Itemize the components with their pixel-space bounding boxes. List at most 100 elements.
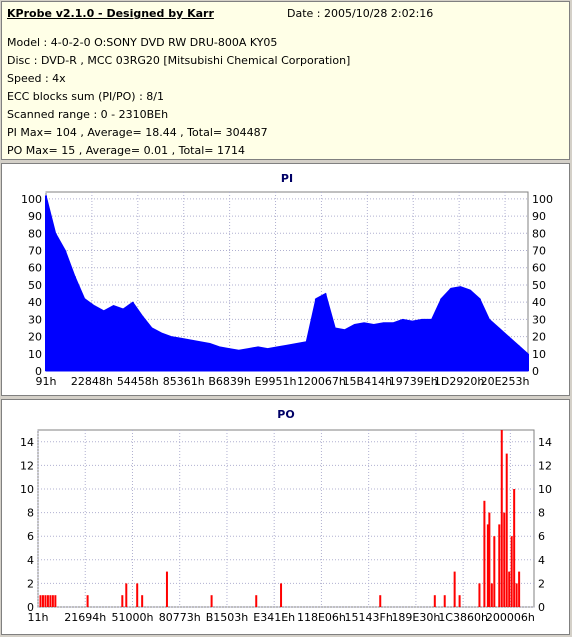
po-bar	[498, 524, 501, 607]
po-bar	[49, 595, 52, 607]
pi-ytick-left: 90	[28, 210, 42, 223]
po-xtick: 80773h	[159, 611, 201, 624]
pi-ytick-left: 30	[28, 313, 42, 326]
pi-ytick-right: 60	[532, 262, 546, 275]
po-bar	[210, 595, 213, 607]
po-bar	[490, 583, 493, 607]
pi-chart-title: PI	[281, 172, 293, 185]
pi-ytick-left: 20	[28, 331, 42, 344]
po-bar	[141, 595, 144, 607]
po-bar	[483, 500, 486, 607]
pi-ytick-right: 30	[532, 313, 546, 326]
pi-xtick: E9951h	[255, 375, 297, 388]
pi-ytick-right: 10	[532, 348, 546, 361]
po-chart: PO 0 0 2 2 4 4 6 6 8 8 10 10 12 12 14 14 11h 21694h 51000h 8…	[20, 408, 552, 624]
po-bar	[453, 571, 456, 607]
po-bar	[518, 571, 521, 607]
pi-chart: PI 0 0 10 10 20 20 30 30 40 40 50 50 60 60 70 70 80 80 90 90…	[21, 172, 553, 388]
po-xtick: 189E30h	[391, 611, 440, 624]
po-bar	[443, 595, 446, 607]
po-bar	[486, 524, 489, 607]
disc-line: Disc : DVD-R , MCC 03RG20 [Mitsubishi Ch…	[7, 54, 351, 67]
po-ytick-right: 2	[538, 577, 545, 590]
po-xtick: 51000h	[111, 611, 153, 624]
pi-ytick-right: 0	[532, 365, 539, 378]
po-ytick-left: 12	[20, 459, 34, 472]
po-ytick-right: 4	[538, 554, 545, 567]
ecc-line: ECC blocks sum (PI/PO) : 8/1	[7, 90, 164, 103]
po-bar	[505, 453, 508, 607]
po-xtick: 1C3860h	[438, 611, 488, 624]
po-bar	[44, 595, 47, 607]
po-chart-title: PO	[277, 408, 294, 421]
po-ytick-left: 2	[27, 577, 34, 590]
pi-ytick-left: 50	[28, 279, 42, 292]
po-bar	[54, 595, 57, 607]
pi-ytick-right: 20	[532, 331, 546, 344]
info-header: KProbe v2.1.0 - Designed by Karr Date : …	[1, 1, 570, 160]
po-xtick: 15143Fh	[345, 611, 393, 624]
po-ytick-left: 8	[27, 507, 34, 520]
pi-xtick: 1D2920h	[434, 375, 484, 388]
po-bar	[39, 595, 42, 607]
scan-date: Date : 2005/10/28 2:02:16	[287, 7, 434, 20]
po-bar	[458, 595, 461, 607]
pi-xtick: 85361h	[163, 375, 205, 388]
po-ytick-right: 10	[538, 483, 552, 496]
po-ytick-right: 0	[538, 601, 545, 614]
model-line: Model : 4-0-2-0 O:SONY DVD RW DRU-800A K…	[7, 36, 278, 49]
pi-ytick-left: 10	[28, 348, 42, 361]
pi-xtick: 22848h	[71, 375, 113, 388]
po-ytick-right: 6	[538, 530, 545, 543]
po-bar	[255, 595, 258, 607]
po-chart-panel: PO 0 0 2 2 4 4 6 6 8 8 10 10 12 12 14 14 11h 21694h 51000h 8…	[1, 399, 570, 635]
po-bar	[513, 489, 516, 607]
pi-ytick-right: 90	[532, 210, 546, 223]
po-ytick-right: 8	[538, 507, 545, 520]
pi-ytick-right: 80	[532, 227, 546, 240]
pi-stats-line: PI Max= 104 , Average= 18.44 , Total= 30…	[7, 126, 268, 139]
po-bar	[280, 583, 283, 607]
po-xtick: 21694h	[64, 611, 106, 624]
po-xtick: E341Eh	[253, 611, 295, 624]
po-bar	[379, 595, 382, 607]
po-bar	[51, 595, 54, 607]
pi-xtick: 54458h	[117, 375, 159, 388]
po-ytick-left: 0	[27, 601, 34, 614]
po-bar	[488, 512, 491, 607]
po-bar	[510, 536, 513, 607]
po-stats-line: PO Max= 15 , Average= 0.01 , Total= 1714	[7, 144, 245, 157]
pi-xtick: 91h	[36, 375, 57, 388]
po-bar	[515, 583, 518, 607]
po-bar	[508, 571, 511, 607]
pi-ytick-left: 70	[28, 245, 42, 258]
po-bar	[493, 536, 496, 607]
po-xtick: 11h	[28, 611, 49, 624]
po-bar	[478, 583, 481, 607]
po-bar	[503, 512, 506, 607]
pi-ytick-right: 50	[532, 279, 546, 292]
po-bar	[41, 595, 44, 607]
po-ytick-left: 6	[27, 530, 34, 543]
po-bar	[136, 583, 139, 607]
po-ytick-left: 4	[27, 554, 34, 567]
po-ytick-left: 10	[20, 483, 34, 496]
pi-ytick-left: 40	[28, 296, 42, 309]
speed-line: Speed : 4x	[7, 72, 66, 85]
pi-chart-panel: PI 0 0 10 10 20 20 30 30 40 40 50 50 60 60 70 70 80 80 90 90…	[1, 163, 570, 396]
pi-ytick-right: 40	[532, 296, 546, 309]
po-bar	[46, 595, 49, 607]
po-ytick-right: 14	[538, 436, 552, 449]
pi-ytick-left: 60	[28, 262, 42, 275]
pi-ytick-left: 80	[28, 227, 42, 240]
pi-area-series	[45, 195, 529, 372]
po-bar	[86, 595, 89, 607]
app-title: KProbe v2.1.0 - Designed by Karr	[7, 7, 214, 20]
pi-ytick-left: 0	[35, 365, 42, 378]
po-bar	[433, 595, 436, 607]
pi-ytick-right: 100	[532, 193, 553, 206]
pi-ytick-right: 70	[532, 245, 546, 258]
pi-xtick: 19739Eh	[389, 375, 438, 388]
po-bar	[500, 430, 503, 607]
range-line: Scanned range : 0 - 2310BEh	[7, 108, 169, 121]
